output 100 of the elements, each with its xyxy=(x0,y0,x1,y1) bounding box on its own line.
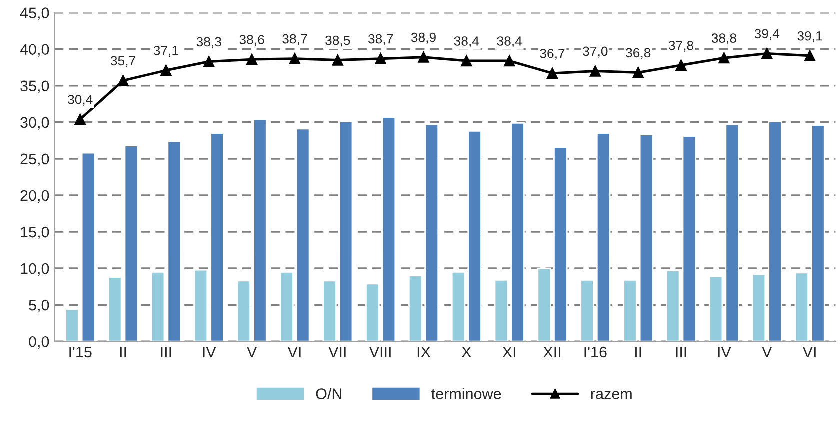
x-tick-label: XII xyxy=(544,347,560,358)
bar xyxy=(280,271,294,342)
y-tick-label: 15,0 xyxy=(21,226,50,240)
bar xyxy=(725,124,740,342)
point xyxy=(461,55,472,67)
point xyxy=(204,56,215,68)
data-label: 37,8 xyxy=(668,40,694,52)
bar xyxy=(167,140,182,342)
point xyxy=(246,54,258,66)
point xyxy=(546,68,558,80)
point xyxy=(504,55,516,67)
x-tick-label: VII xyxy=(328,347,346,358)
bar xyxy=(65,308,80,342)
y-tick-label: 20,0 xyxy=(20,190,50,203)
x-tick-label: VI xyxy=(288,347,301,358)
bar xyxy=(451,271,466,342)
data-label: 38,3 xyxy=(196,37,222,48)
point xyxy=(718,52,730,64)
bar xyxy=(752,274,766,342)
bar xyxy=(210,132,224,342)
bar xyxy=(811,124,826,342)
bar xyxy=(124,145,139,342)
bar xyxy=(708,276,724,342)
y-tick-label: 0,0 xyxy=(29,336,50,350)
data-label: 38,7 xyxy=(282,34,308,46)
bar xyxy=(596,132,611,342)
bar xyxy=(639,134,654,342)
x-tick-label: IX xyxy=(418,347,431,358)
data-label: 38,9 xyxy=(411,32,436,44)
point xyxy=(418,52,430,63)
bar xyxy=(194,269,208,342)
bar xyxy=(338,120,354,342)
point xyxy=(160,64,172,76)
x-tick-label: II xyxy=(636,347,642,358)
data-label: 30,4 xyxy=(68,95,93,106)
bar xyxy=(537,268,552,342)
bar xyxy=(554,146,568,342)
x-tick-label: III xyxy=(161,347,172,358)
legend-label: O/N xyxy=(316,388,342,400)
point xyxy=(375,53,386,64)
x-tick-label: III xyxy=(676,347,686,358)
legend-label: terminowe xyxy=(432,388,502,400)
x-tick-label: V xyxy=(762,347,772,358)
point xyxy=(632,67,644,78)
point xyxy=(74,114,86,126)
bar xyxy=(468,130,482,342)
point xyxy=(590,66,601,77)
x-tick-label: IV xyxy=(203,347,216,358)
y-tick-label: 35,0 xyxy=(20,80,50,94)
bar xyxy=(150,271,166,342)
x-tick-label: IV xyxy=(718,347,732,358)
bar xyxy=(623,280,638,342)
bar xyxy=(682,136,697,342)
x-tick-label: I'16 xyxy=(584,346,607,358)
bar xyxy=(794,272,810,342)
bar xyxy=(366,283,380,342)
point xyxy=(332,54,344,66)
point xyxy=(804,50,816,62)
y-tick-label: 45,0 xyxy=(20,8,50,20)
legend-label: razem xyxy=(591,391,632,400)
data-label: 36,7 xyxy=(540,49,565,60)
bar xyxy=(236,280,252,342)
point xyxy=(289,53,301,64)
bar xyxy=(322,280,337,342)
data-label: 38,4 xyxy=(497,36,522,48)
data-label: 36,8 xyxy=(626,48,651,60)
x-tick-label: X xyxy=(462,347,472,358)
data-label: 35,7 xyxy=(110,56,136,68)
data-label: 39,1 xyxy=(798,31,822,42)
point xyxy=(118,75,129,86)
y-tick-label: 40,0 xyxy=(20,44,50,57)
point xyxy=(762,48,773,60)
data-label: 38,7 xyxy=(368,34,393,46)
data-label: 38,4 xyxy=(454,36,480,48)
bar xyxy=(296,128,310,342)
point xyxy=(676,60,687,71)
bar xyxy=(580,280,594,342)
bar xyxy=(382,116,396,342)
y-tick-label: 5,0 xyxy=(29,300,50,313)
data-label: 37,0 xyxy=(583,46,608,58)
data-label: 38,5 xyxy=(326,36,350,47)
data-label: 38,8 xyxy=(712,34,736,45)
bar xyxy=(108,276,122,342)
bar xyxy=(424,124,440,342)
x-tick-label: VIII xyxy=(369,347,391,358)
bar xyxy=(768,120,782,342)
bar xyxy=(494,280,509,342)
bar xyxy=(666,270,680,342)
y-tick-label: 30,0 xyxy=(20,117,50,130)
data-label: 38,6 xyxy=(240,35,264,46)
bar xyxy=(253,118,268,342)
x-tick-label: II xyxy=(120,347,126,358)
bar xyxy=(408,275,423,342)
y-tick-label: 25,0 xyxy=(20,154,50,166)
x-tick-label: VI xyxy=(802,347,816,358)
x-tick-label: XI xyxy=(502,347,516,358)
data-label: 37,1 xyxy=(154,46,178,57)
bar xyxy=(510,122,525,342)
x-tick-label: V xyxy=(247,347,258,358)
data-label: 39,4 xyxy=(754,29,780,40)
